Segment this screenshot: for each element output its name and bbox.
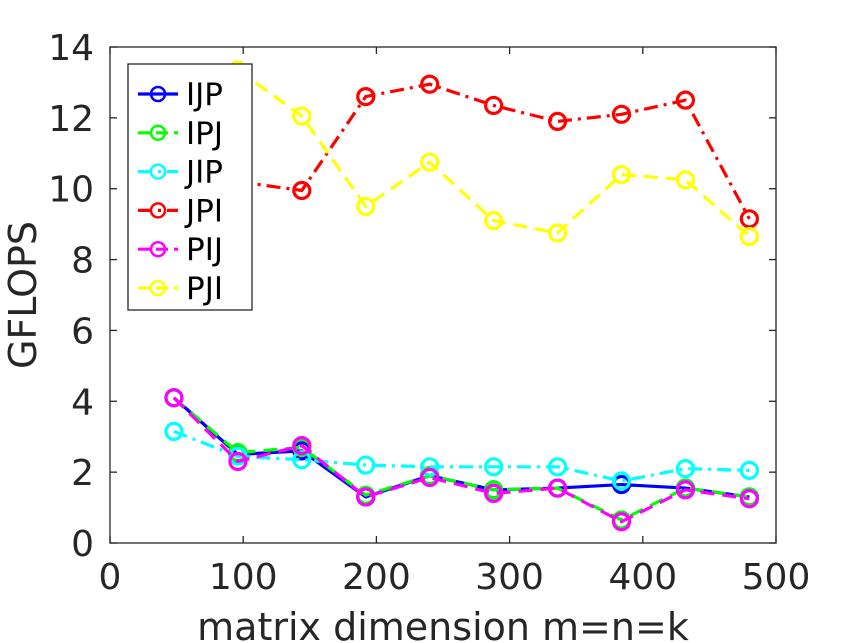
data-point xyxy=(547,223,568,243)
y-tick-label: 8 xyxy=(71,241,94,282)
legend-swatch-marker xyxy=(149,202,167,219)
x-tick-label: 0 xyxy=(99,557,122,598)
y-tick-label: 4 xyxy=(71,382,94,423)
legend-label: IJP xyxy=(186,77,223,113)
plot-frame xyxy=(109,46,777,544)
data-point xyxy=(292,435,312,456)
data-point xyxy=(739,460,759,480)
x-axis-label: matrix dimension m=n=k xyxy=(197,605,689,643)
y-axis-label: GFLOPS xyxy=(1,221,45,369)
data-point xyxy=(292,450,312,470)
data-point xyxy=(739,226,759,247)
data-point xyxy=(739,209,759,229)
x-tick-label: 300 xyxy=(475,557,544,598)
data-point xyxy=(675,170,696,190)
y-tick-label: 0 xyxy=(71,524,94,565)
data-point xyxy=(547,111,568,132)
y-tick-label: 6 xyxy=(71,311,94,352)
data-point xyxy=(611,471,632,491)
legend-swatch-marker xyxy=(149,124,167,142)
data-point xyxy=(356,196,376,217)
data-point xyxy=(611,164,632,185)
series-line-ijp xyxy=(172,396,750,499)
data-point xyxy=(164,421,184,441)
legend-swatch-marker xyxy=(149,279,167,297)
data-point xyxy=(420,467,440,488)
data-point xyxy=(356,86,376,107)
data-point xyxy=(675,90,696,110)
x-tick-label: 200 xyxy=(342,557,411,598)
x-tick-label: 500 xyxy=(742,557,811,598)
legend-label: PJI xyxy=(186,271,223,307)
data-point xyxy=(228,451,248,472)
y-tick-label: 10 xyxy=(48,170,94,211)
axis-ticks: 0 100 200 300 400 500 0 2 4 6 8 10 12 14 xyxy=(48,28,810,598)
data-point xyxy=(356,487,376,507)
data-point xyxy=(484,483,504,503)
data-point xyxy=(292,180,312,201)
y-tick-label: 12 xyxy=(48,99,94,140)
data-point xyxy=(675,459,696,479)
data-point xyxy=(292,106,312,126)
series-pij xyxy=(164,388,759,532)
data-point xyxy=(164,388,184,408)
data-point xyxy=(420,74,440,94)
data-point xyxy=(484,95,504,116)
legend-box xyxy=(127,63,253,311)
data-point xyxy=(484,457,504,477)
data-point xyxy=(420,457,440,477)
legend-swatch-marker xyxy=(149,240,167,258)
data-point xyxy=(356,455,376,475)
data-point xyxy=(611,104,632,124)
series-pji xyxy=(228,60,759,247)
data-point xyxy=(611,512,632,532)
legend-label: JIP xyxy=(184,155,223,191)
series-jip xyxy=(164,421,759,491)
series-line-jpi xyxy=(237,82,751,220)
data-point xyxy=(547,457,568,477)
data-point xyxy=(739,489,759,509)
data-point xyxy=(547,478,568,498)
data-point xyxy=(228,446,248,466)
legend-swatch-marker xyxy=(149,163,167,180)
series-ipj xyxy=(164,388,759,530)
data-point xyxy=(675,480,696,500)
x-tick-label: 100 xyxy=(209,557,278,598)
data-point xyxy=(420,152,440,172)
x-tick-label: 400 xyxy=(608,557,677,598)
series-jpi xyxy=(228,74,759,229)
series-line-pji xyxy=(236,68,751,238)
legend-label: JPI xyxy=(184,193,223,229)
y-tick-label: 14 xyxy=(48,28,94,69)
legend-label: IPJ xyxy=(186,116,223,152)
series-line-pij xyxy=(172,396,750,524)
series-line-jip xyxy=(173,429,750,483)
data-point xyxy=(484,211,504,231)
legend-label: PIJ xyxy=(186,232,223,268)
series-ijp xyxy=(164,388,759,507)
plot-marks xyxy=(164,60,759,532)
legend-swatch-marker xyxy=(149,85,167,103)
y-tick-label: 2 xyxy=(71,453,94,494)
series-line-ipj xyxy=(172,396,750,522)
